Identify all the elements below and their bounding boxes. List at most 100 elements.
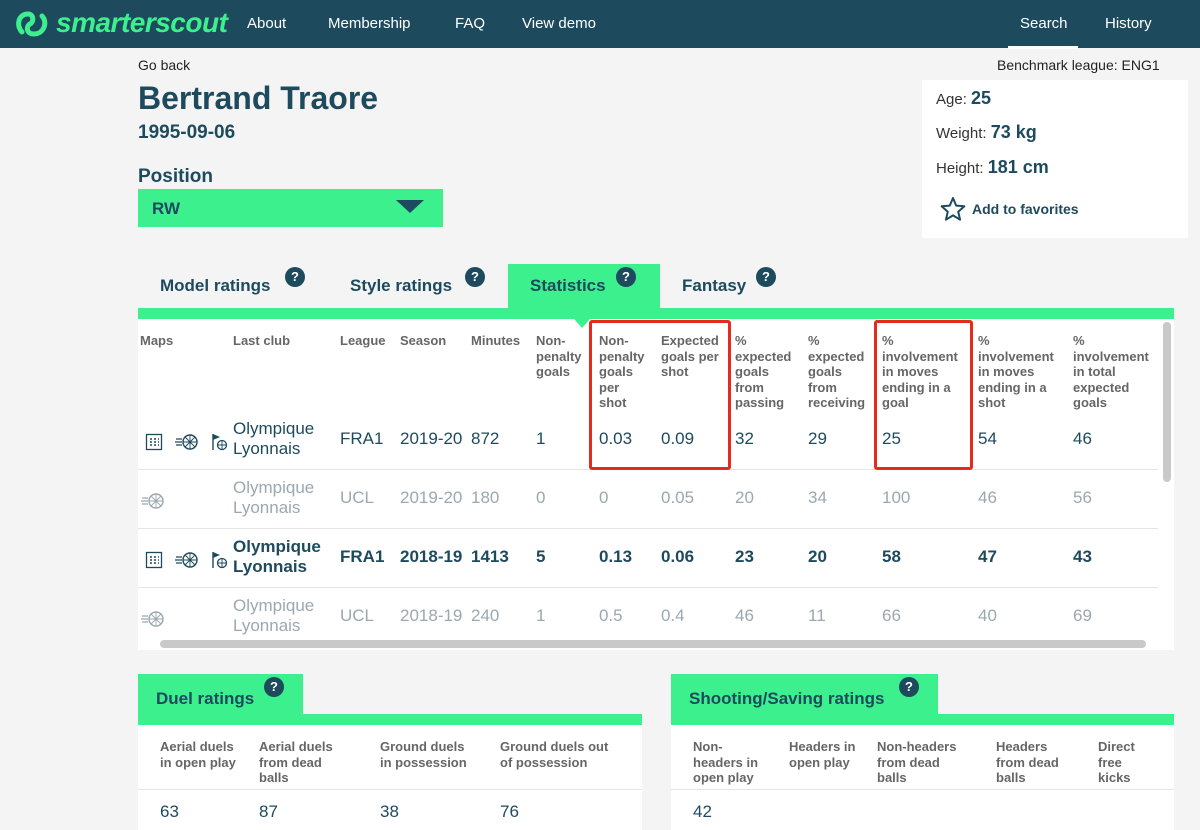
col-header-season: Season [400, 333, 447, 348]
cell-xg-per-shot: 0.4 [661, 606, 685, 625]
nav-history[interactable]: History [1105, 15, 1152, 32]
go-back-link[interactable]: Go back [138, 57, 191, 73]
duel-value: 87 [259, 802, 278, 821]
tab-notch [574, 319, 590, 328]
cell-xg-receiving: 11 [808, 606, 826, 625]
shooting-value: 42 [693, 802, 712, 821]
smarterscout-logo-icon[interactable] [14, 6, 50, 42]
heatmap-grid-icon[interactable] [145, 551, 163, 569]
shooting-col-header: Non-headers from dead balls [877, 739, 957, 785]
cell-inv-xg: 46 [1073, 429, 1092, 448]
corner-flag-ball-icon[interactable] [210, 551, 228, 569]
help-icon[interactable]: ? [465, 267, 485, 287]
duel-value: 76 [500, 802, 519, 821]
col-header-league: League [340, 333, 386, 348]
cell-inv-shot: 40 [978, 606, 997, 625]
col-header-minutes: Minutes [471, 333, 521, 348]
cell-minutes: 180 [471, 488, 500, 507]
col-header-inv-goal: % involvement in moves ending in a goal [882, 333, 958, 410]
help-icon[interactable]: ? [264, 677, 284, 697]
cell-club[interactable]: Olympique Lyonnais [233, 419, 315, 458]
horizontal-scrollbar[interactable] [160, 640, 1146, 648]
cell-xg-passing: 23 [735, 547, 754, 566]
cell-club[interactable]: Olympique Lyonnais [233, 537, 321, 576]
brand-name[interactable]: smarterscout [56, 7, 228, 38]
duel-col-header: Ground duels in possession [380, 739, 467, 770]
chevron-down-icon [396, 200, 424, 213]
col-header-inv-xg: % involvement in total expected goals [1073, 333, 1149, 410]
tab-label: Statistics [530, 276, 606, 295]
star-icon [940, 197, 966, 221]
weight-label: Weight: [936, 125, 987, 142]
heatmap-grid-icon[interactable] [145, 433, 163, 451]
weight-value: 73 kg [990, 122, 1037, 142]
duel-value: 38 [380, 802, 399, 821]
nav-search[interactable]: Search [1008, 15, 1077, 49]
shooting-col-header: Direct free kicks [1098, 739, 1135, 785]
cell-npg: 1 [536, 429, 546, 448]
duel-col-header: Aerial duels from dead balls [259, 739, 333, 785]
vertical-scrollbar[interactable] [1163, 322, 1171, 482]
shooting-col-header: Headers in open play [789, 739, 856, 770]
favorites-label: Add to favorites [972, 201, 1079, 217]
shot-map-icon[interactable] [141, 610, 165, 628]
position-dropdown[interactable]: RW [138, 189, 443, 227]
tab-statistics[interactable]: Statistics ? [508, 264, 660, 308]
cell-npg: 5 [536, 547, 546, 566]
cell-xg-passing: 20 [735, 488, 754, 507]
shooting-ratings-header: Shooting/Saving ratings ? [671, 674, 938, 714]
cell-inv-goal: 66 [882, 606, 901, 625]
cell-season: 2018-19 [400, 606, 463, 625]
cell-xg-receiving: 34 [808, 488, 827, 507]
shooting-ratings-bar [671, 714, 1174, 725]
tab-style-ratings[interactable]: Style ratings ? [328, 264, 498, 308]
cell-club[interactable]: Olympique Lyonnais [233, 478, 315, 517]
cell-xg-per-shot: 0.06 [661, 547, 695, 566]
cell-npg: 1 [536, 606, 546, 625]
nav-about[interactable]: About [247, 15, 287, 32]
duel-ratings-bar [138, 714, 642, 725]
help-icon[interactable]: ? [899, 677, 919, 697]
col-header-maps: Maps [140, 333, 174, 348]
tab-fantasy[interactable]: Fantasy ? [660, 264, 800, 308]
help-icon[interactable]: ? [285, 267, 305, 287]
tab-label: Style ratings [350, 276, 453, 295]
cell-xg-per-shot: 0.05 [661, 488, 695, 507]
cell-inv-shot: 47 [978, 547, 997, 566]
cell-inv-goal: 25 [882, 429, 901, 448]
cell-xg-passing: 46 [735, 606, 754, 625]
player-dob: 1995-09-06 [138, 122, 236, 143]
help-icon[interactable]: ? [616, 267, 636, 287]
highlight-box [589, 320, 731, 470]
col-header-npg: Non-penalty goals [536, 333, 582, 379]
add-to-favorites-button[interactable]: Add to favorites [940, 196, 1079, 222]
highlight-box [874, 320, 973, 470]
corner-flag-ball-icon[interactable] [210, 433, 228, 451]
cell-npg-per-shot: 0.03 [599, 429, 633, 448]
player-name: Bertrand Traore [138, 80, 379, 116]
nav-membership[interactable]: Membership [328, 15, 411, 32]
cell-inv-goal: 58 [882, 547, 901, 566]
shot-map-icon[interactable] [175, 551, 199, 569]
nav-view-demo[interactable]: View demo [522, 15, 596, 32]
cell-npg: 0 [536, 488, 546, 507]
col-header-xg-per-shot: Expected goals per shot [661, 333, 719, 379]
cell-season: 2018-19 [400, 547, 463, 566]
cell-inv-goal: 100 [882, 488, 911, 507]
shot-map-icon[interactable] [141, 492, 165, 510]
cell-xg-per-shot: 0.09 [661, 429, 695, 448]
col-header-last-club: Last club [233, 333, 291, 348]
col-header-xg-passing: % expected goals from passing [735, 333, 792, 410]
shot-map-icon[interactable] [175, 433, 199, 451]
cell-inv-shot: 46 [978, 488, 997, 507]
tab-label: Fantasy [682, 276, 747, 295]
help-icon[interactable]: ? [756, 267, 776, 287]
tab-model-ratings[interactable]: Model ratings ? [138, 264, 308, 308]
cell-inv-xg: 43 [1073, 547, 1092, 566]
cell-league: FRA1 [340, 429, 384, 448]
cell-club[interactable]: Olympique Lyonnais [233, 596, 315, 635]
benchmark-league: Benchmark league: ENG1 [997, 57, 1160, 73]
shooting-col-header: Headers from dead balls [996, 739, 1059, 785]
nav-faq[interactable]: FAQ [455, 15, 486, 32]
col-header-inv-shot: % involvement in moves ending in a shot [978, 333, 1054, 410]
